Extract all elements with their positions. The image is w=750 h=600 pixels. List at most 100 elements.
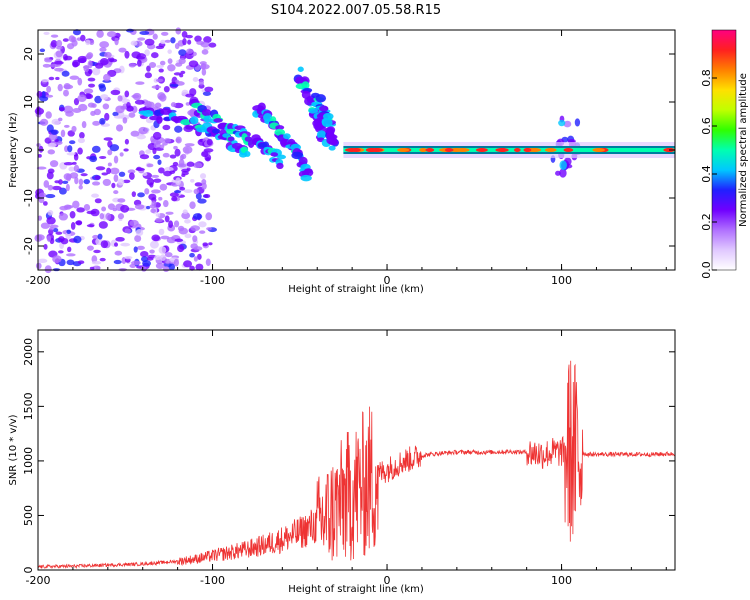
spectrogram-blob [94,95,102,104]
spectrogram-blob [37,258,48,263]
spectrogram-blob [52,255,62,264]
spectrogram-blob [56,46,63,50]
spectrogram-blob [107,203,116,210]
spectrogram-blob [180,153,187,160]
spectrogram-blob [167,58,173,64]
spectrogram-blob [201,151,209,158]
spectrogram-blob [159,144,165,149]
carrier-peak [425,148,435,152]
spectrogram-blob [203,36,212,44]
spectrogram-blob [83,203,91,211]
x-tick-label: -100 [200,274,225,287]
spectrogram-blob [67,246,72,253]
spectrogram-blob [48,76,55,81]
y-tick-label: 500 [22,505,35,526]
spectrogram-blob [99,85,107,92]
spectrogram-blob [37,154,42,158]
spectrogram-blob [83,179,91,185]
spectrogram-blob [103,73,111,82]
spectrogram-blob [78,184,83,190]
spectrogram-blob [182,145,193,154]
spectrogram-blob [129,219,139,227]
spectrogram-blob [175,79,180,84]
spectrogram-blob [138,126,149,135]
spectrogram-blob [189,265,195,271]
spectrogram-blob [99,41,110,48]
y-tick-label: -10 [22,189,35,207]
spectrogram-blob [199,173,207,179]
x-tick-label: -100 [200,574,225,587]
spectrogram-blob [86,224,95,228]
spectrogram-blob [204,86,214,93]
spectrogram-blob [83,88,94,94]
spectrogram-blob [85,39,91,46]
spectrogram-blob [89,266,95,270]
spectrogram-blob [128,112,136,118]
spectrogram-blob [114,37,119,46]
spectrogram-blob [62,54,68,61]
spectrogram-blob [104,112,110,121]
spectrogram-blob [275,125,285,130]
spectrogram-blob [195,192,202,200]
spectrogram-blob [169,192,179,198]
spectrogram-blob [77,147,83,155]
snr-ylabel: SNR (10 * v/v) [8,414,19,485]
spectrogram-blob [171,196,178,202]
colorbar: 0.0 0.2 0.4 0.6 0.8 Normalized spectral ampl… [700,29,749,279]
spectrogram-blob [160,39,166,45]
spectrogram-blob [38,192,47,198]
carrier-line [343,142,676,158]
spectrogram-blob [563,120,572,128]
spectrogram-blob [144,72,152,79]
spectrogram-blob [94,175,101,180]
spectrogram-blob [199,230,206,234]
spectrogram-blob [193,188,200,195]
spectrogram-blob [159,60,166,66]
spectrogram-blob [67,145,73,153]
spectrogram-blob [174,238,184,243]
spectrogram-blob [96,30,104,38]
spectrogram-blob [113,155,119,164]
spectrogram-blob [193,256,198,262]
spectrogram-blob [153,154,161,160]
colorbar-label: Normalized spectral amplitude [738,73,749,227]
spectrogram-blob [66,43,75,50]
spectrogram-blob [301,81,310,90]
spectrogram-blob [194,35,202,43]
spectrogram-blob [203,148,214,153]
spectrogram-blob [39,48,46,53]
carrier-peak [444,148,454,152]
x-tick-label: 0 [384,274,391,287]
colorbar-tick-label: 0.0 [700,261,713,279]
spectrogram-blob [63,162,74,166]
spectrogram-blob [227,122,235,131]
spectrogram-blob [51,185,62,191]
spectrogram-blob [63,89,69,97]
x-tick-label: -200 [26,574,51,587]
spectrogram-blob [75,220,82,225]
spectrogram-blob [109,167,120,175]
spectrogram-blob [185,102,191,106]
carrier-peak [592,148,605,152]
spectrogram-blob [175,136,182,144]
spectrogram-blob [170,37,176,44]
spectrogram-blob [106,31,117,38]
spectrogram-blob [66,229,72,234]
spectrogram-blob [184,143,195,147]
spectrogram-blob [178,57,186,65]
spectrogram-blob [38,145,44,153]
spectrogram-blob [151,234,161,242]
colorbar-tick-label: 0.6 [700,117,713,135]
spectrogram-blob [167,49,172,54]
spectrogram-blob [179,186,186,191]
spectrogram-blob [61,70,70,77]
spectrogram-blob [92,265,101,271]
spectrogram-blob [150,208,156,214]
spectrogram-blob [78,57,87,64]
spectrogram-blob [180,70,186,75]
spectrogram-blob [47,149,56,155]
spectrogram-blob [151,189,161,194]
